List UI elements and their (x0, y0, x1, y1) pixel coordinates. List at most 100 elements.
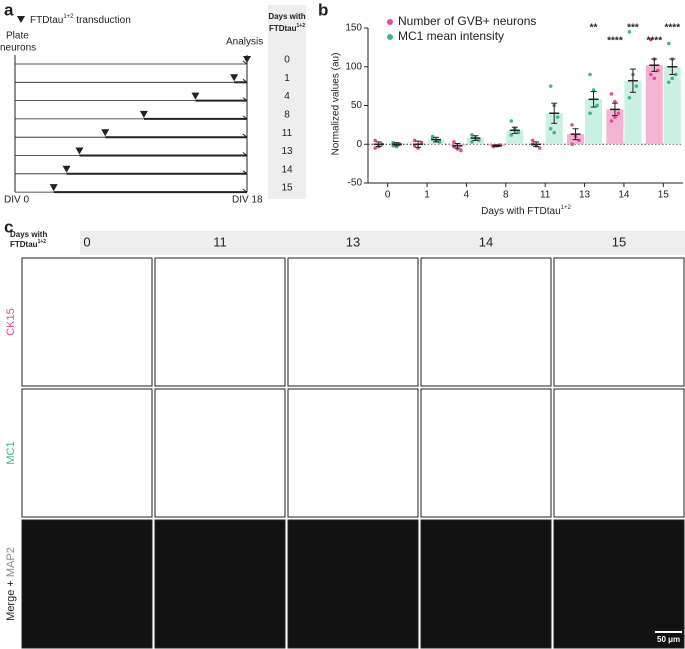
data-point (595, 103, 599, 108)
data-point (613, 115, 617, 119)
data-point (667, 80, 671, 85)
micrograph (21, 388, 153, 518)
micrograph (420, 519, 552, 649)
row-label: CK15 (5, 308, 17, 336)
header-bg (80, 231, 685, 255)
y-tick-label: -50 (348, 178, 363, 189)
data-point (670, 76, 675, 81)
day-label: 0 (284, 55, 290, 66)
bar (645, 65, 663, 145)
table-header: FTDtau1+2 (269, 23, 305, 33)
table-bg (268, 5, 306, 199)
micrograph (420, 388, 552, 518)
x-tick-label: 0 (385, 190, 391, 201)
legend-marker (387, 34, 393, 40)
row-label-part: CK15 (5, 308, 17, 336)
micrograph (287, 388, 419, 518)
significance: **** (607, 36, 623, 47)
data-point (509, 133, 514, 137)
arrow-head (242, 188, 248, 193)
day-label: 13 (281, 146, 293, 157)
start-label: neurons (0, 43, 36, 54)
row-label-part: MAP2 (5, 547, 17, 577)
transduction-arrow (243, 56, 251, 63)
micrograph (21, 519, 153, 649)
bar (663, 66, 681, 145)
transduction-arrow (230, 74, 239, 82)
micrograph (154, 257, 286, 387)
data-point (548, 84, 553, 88)
day-label: 1 (284, 73, 290, 84)
panel-label: b (318, 0, 328, 19)
data-point (588, 111, 592, 116)
bar (585, 99, 603, 145)
column-label: 11 (213, 234, 227, 249)
micrograph (553, 257, 685, 387)
data-point (570, 142, 574, 147)
data-point (627, 95, 632, 100)
significance: **** (665, 23, 681, 34)
row-label-part: Merge + (5, 577, 17, 621)
data-point (613, 99, 617, 104)
arrow-head (242, 133, 248, 138)
table-header: Days with (268, 12, 305, 21)
data-point (634, 84, 639, 88)
bar (466, 138, 484, 145)
day-label: 8 (284, 110, 290, 121)
data-point (616, 111, 621, 116)
day-label: 4 (284, 91, 290, 102)
transduction-arrow (75, 147, 84, 155)
significance: ** (590, 23, 598, 34)
legend-label: Number of GVB+ neurons (398, 14, 536, 28)
x-tick-label: 8 (503, 190, 509, 201)
data-point (373, 138, 377, 143)
data-point (674, 72, 678, 77)
legend-label: MC1 mean intensity (398, 29, 504, 43)
data-point (373, 146, 377, 150)
data-point (530, 138, 535, 143)
y-tick-label: 150 (345, 23, 362, 34)
arrow-head (242, 115, 248, 120)
transduction-arrow (62, 165, 71, 173)
y-tick-label: 100 (345, 61, 362, 72)
data-point (548, 126, 553, 131)
micrograph (287, 257, 419, 387)
data-point (470, 140, 474, 144)
x-tick-label: 4 (464, 190, 470, 201)
scale-bar-label: 50 μm (657, 635, 680, 644)
column-label: 15 (612, 234, 626, 249)
data-point (452, 140, 456, 144)
transduction-arrow (139, 110, 148, 118)
data-point (552, 130, 556, 135)
data-point (649, 72, 653, 77)
data-point (477, 138, 481, 143)
micrograph (287, 519, 419, 649)
data-point (437, 140, 442, 144)
column-label: 13 (346, 234, 360, 249)
micrograph (154, 388, 286, 518)
y-tick-label: 0 (356, 139, 362, 150)
data-point (555, 115, 560, 119)
end-label: Analysis (226, 37, 263, 48)
day-label: 11 (282, 128, 293, 139)
x-tick-label: 13 (579, 190, 591, 201)
arrow-head (242, 97, 248, 101)
header-label: Days with (10, 230, 47, 239)
micrograph (21, 257, 153, 387)
significance: **** (647, 36, 663, 47)
micrograph (420, 257, 552, 387)
x-tick-label: 1 (424, 190, 430, 201)
micrograph (553, 388, 685, 518)
micrograph (154, 519, 286, 649)
data-point (609, 92, 614, 96)
transduction-arrow (49, 184, 58, 192)
x-tick-label: 14 (618, 190, 630, 201)
data-point (627, 30, 632, 34)
legend-arrow (17, 16, 25, 23)
column-label: 0 (83, 234, 90, 249)
significance: *** (627, 23, 639, 34)
header-label: FTDtau1+2 (10, 239, 46, 249)
arrow-head (242, 170, 248, 175)
div-label: DIV 18 (232, 195, 263, 206)
